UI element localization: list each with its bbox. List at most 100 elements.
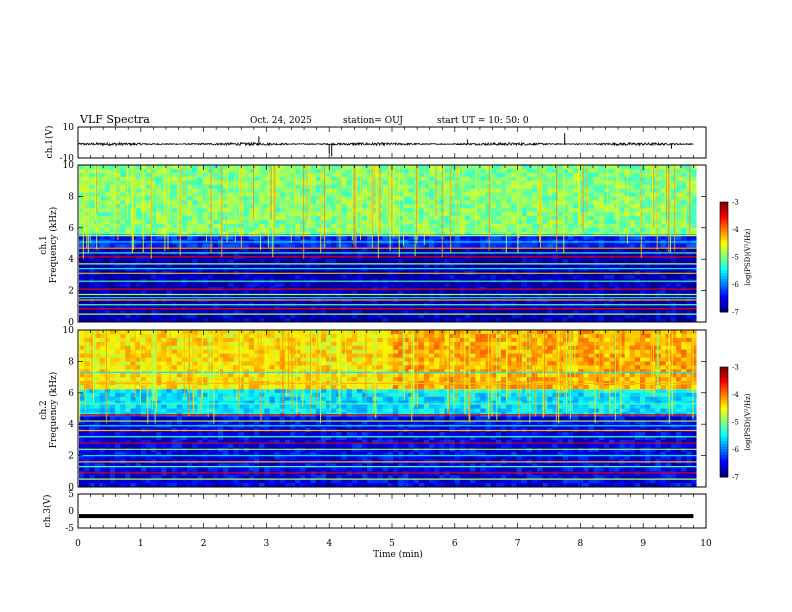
spec-cell [495,219,502,225]
spec-cell [197,212,203,217]
spec-cell [356,184,363,189]
spec-cell [444,188,450,193]
spec-cell [578,165,584,170]
spec-cell [506,314,512,319]
spec-cell [650,274,656,280]
spec-cell [392,204,399,209]
spec-cell [274,247,280,252]
spec-cell [640,318,646,323]
spec-cell [151,216,157,221]
spec-cell [490,184,497,189]
spec-cell [367,274,373,280]
spec-cell [434,204,440,209]
spec-cell [418,259,425,264]
spec-cell [279,196,286,201]
spec-cell [279,231,286,236]
spec-cell [269,208,275,213]
spec-cell [645,282,651,287]
spec-cell [197,259,203,264]
spec-cell [392,259,399,264]
spec-cell [614,247,620,252]
spec-cell [346,247,352,252]
spec-cell [624,274,630,280]
spec-cell [614,235,620,240]
spec-cell [346,223,352,229]
spec-cell [583,294,589,299]
spec-cell [331,290,337,295]
spec-cell [135,274,141,280]
spec-cell [588,282,594,287]
spec-cell [362,188,368,193]
spec-cell [598,247,605,252]
spec-cell [634,282,641,287]
spec-cell [552,208,558,213]
spec-cell [593,231,600,236]
spec-cell [454,231,461,236]
spec-cell [197,180,203,185]
spec-cell [315,172,322,177]
spec-cell [686,223,692,229]
spec-cell [223,259,229,264]
figure-title: VLF Spectra [79,113,150,126]
spec-cell [408,219,414,225]
spec-cell [279,314,286,319]
spec-cell [403,235,409,240]
spec-cell [398,294,404,299]
spec-cell [557,247,563,252]
spec-cell [295,263,301,268]
spec-cell [439,282,445,287]
spec-cell [552,212,558,217]
spec-cell [187,176,193,181]
spec-cell [629,282,636,287]
spec-cell [243,294,250,299]
spec-cell [511,223,517,229]
spec-cell [506,212,512,217]
spec-cell [434,294,440,299]
spec-cell [248,172,255,177]
spec-cell [279,223,286,229]
spec-cell [609,235,615,240]
spec-cell [459,274,466,280]
spec-cell [660,235,666,240]
spec-cell [542,314,548,319]
spec-cell [331,168,337,174]
spec-cell [408,282,414,287]
spec-cell [603,196,610,201]
spec-cell [686,188,692,193]
spec-cell [156,231,162,236]
spec-cell [655,243,661,248]
spec-cell [79,204,85,209]
spec-cell [367,310,373,315]
spec-cell [444,247,450,252]
spec-cell [567,188,574,193]
spec-cell [660,227,666,232]
spec-cell [212,227,219,232]
spec-cell [207,243,214,248]
spec-cell [403,274,409,280]
spec-cell [351,294,358,299]
spec-cell [320,196,327,201]
spec-cell [279,259,286,264]
spec-cell [449,200,455,205]
spec-cell [423,223,430,229]
spec-cell [181,247,188,252]
spec-cell [619,176,625,181]
spec-cell [212,184,219,189]
spec-cell [84,314,90,319]
spec-cell [104,180,111,185]
spec-cell [629,223,636,229]
spec-cell [640,243,646,248]
spec-cell [104,263,111,268]
spec-cell [125,235,131,240]
spec-cell [269,259,275,264]
spec-cell [603,314,610,319]
spec-cell [310,180,316,185]
spec-cell [197,165,203,170]
spec-cell [109,204,116,209]
spec-cell [531,227,538,232]
spec-cell [511,294,517,299]
spec-cell [331,227,337,232]
spec-cell [259,274,265,280]
spec-cell [223,196,229,201]
spec-cell [243,212,250,217]
